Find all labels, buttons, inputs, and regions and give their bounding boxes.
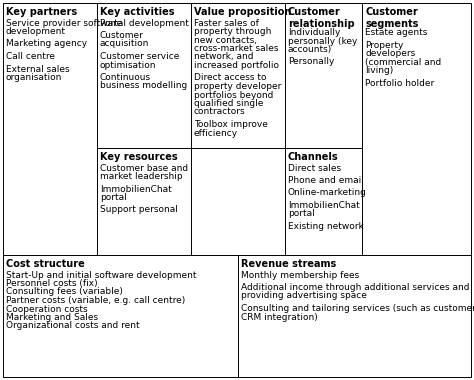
Text: Consulting and tailoring services (such as customer: Consulting and tailoring services (such … bbox=[241, 304, 474, 313]
Text: Consulting fees (variable): Consulting fees (variable) bbox=[6, 288, 123, 296]
Text: development: development bbox=[6, 27, 66, 36]
Text: Online-marketing: Online-marketing bbox=[288, 188, 367, 198]
Text: market leadership: market leadership bbox=[100, 172, 182, 181]
Text: Cost structure: Cost structure bbox=[6, 259, 85, 269]
Text: network, and: network, and bbox=[194, 52, 254, 62]
Text: Phone and email: Phone and email bbox=[288, 176, 364, 185]
Text: Key resources: Key resources bbox=[100, 152, 178, 162]
Text: (commercial and: (commercial and bbox=[365, 57, 441, 66]
Text: Customer service: Customer service bbox=[100, 52, 179, 61]
Text: cross-market sales: cross-market sales bbox=[194, 44, 279, 53]
Text: Cooperation costs: Cooperation costs bbox=[6, 304, 88, 313]
Text: organisation: organisation bbox=[6, 73, 63, 82]
Text: providing advertising space: providing advertising space bbox=[241, 291, 367, 301]
Text: Service provider software: Service provider software bbox=[6, 19, 122, 27]
Text: Direct sales: Direct sales bbox=[288, 163, 341, 173]
Text: new contacts,: new contacts, bbox=[194, 35, 257, 44]
Text: Marketing agency: Marketing agency bbox=[6, 40, 87, 49]
Text: personally (key: personally (key bbox=[288, 36, 357, 46]
Text: Existing network: Existing network bbox=[288, 222, 364, 231]
Text: Portal development: Portal development bbox=[100, 19, 189, 27]
Text: Faster sales of: Faster sales of bbox=[194, 19, 259, 27]
Text: business modelling: business modelling bbox=[100, 81, 187, 90]
Text: optimisation: optimisation bbox=[100, 60, 156, 70]
Text: Customer
segments: Customer segments bbox=[365, 7, 419, 28]
Text: accounts): accounts) bbox=[288, 45, 332, 54]
Text: property developer: property developer bbox=[194, 82, 282, 91]
Text: Portfolio holder: Portfolio holder bbox=[365, 79, 434, 87]
Text: Estate agents: Estate agents bbox=[365, 28, 428, 37]
Text: contractors: contractors bbox=[194, 108, 246, 117]
Text: Customer
relationship: Customer relationship bbox=[288, 7, 355, 28]
Text: Personally: Personally bbox=[288, 57, 334, 66]
Text: Individually: Individually bbox=[288, 28, 340, 37]
Text: ImmobilienChat: ImmobilienChat bbox=[288, 201, 360, 210]
Text: Support personal: Support personal bbox=[100, 206, 178, 214]
Text: property through: property through bbox=[194, 27, 272, 36]
Text: Value proposition: Value proposition bbox=[194, 7, 292, 17]
Text: Additional income through additional services and: Additional income through additional ser… bbox=[241, 283, 470, 292]
Text: Channels: Channels bbox=[288, 152, 338, 162]
Text: Customer: Customer bbox=[100, 31, 144, 40]
Text: efficiency: efficiency bbox=[194, 128, 238, 138]
Text: portal: portal bbox=[288, 209, 315, 218]
Text: Personnel costs (fix): Personnel costs (fix) bbox=[6, 279, 98, 288]
Text: portal: portal bbox=[100, 193, 127, 202]
Text: Marketing and Sales: Marketing and Sales bbox=[6, 313, 98, 322]
Text: Monthly membership fees: Monthly membership fees bbox=[241, 271, 359, 280]
Text: Key activities: Key activities bbox=[100, 7, 174, 17]
Text: Property: Property bbox=[365, 41, 403, 49]
Text: Customer base and: Customer base and bbox=[100, 163, 188, 173]
Text: Start-Up and initial software development: Start-Up and initial software developmen… bbox=[6, 271, 197, 280]
Text: developers: developers bbox=[365, 49, 415, 58]
Text: Call centre: Call centre bbox=[6, 52, 55, 61]
Text: qualified single: qualified single bbox=[194, 99, 264, 108]
Text: Direct access to: Direct access to bbox=[194, 73, 266, 82]
Text: Key partners: Key partners bbox=[6, 7, 77, 17]
Text: Toolbox improve: Toolbox improve bbox=[194, 120, 268, 129]
Text: Organizational costs and rent: Organizational costs and rent bbox=[6, 321, 140, 331]
Text: living): living) bbox=[365, 66, 393, 75]
Text: CRM integration): CRM integration) bbox=[241, 312, 318, 321]
Text: Revenue streams: Revenue streams bbox=[241, 259, 336, 269]
Text: acquisition: acquisition bbox=[100, 40, 149, 49]
Text: External sales: External sales bbox=[6, 65, 70, 73]
Text: ImmobilienChat: ImmobilienChat bbox=[100, 185, 172, 193]
Text: Partner costs (variable, e.g. call centre): Partner costs (variable, e.g. call centr… bbox=[6, 296, 185, 305]
Text: Continuous: Continuous bbox=[100, 73, 151, 82]
Text: increased portfolio: increased portfolio bbox=[194, 61, 279, 70]
Text: portfolios beyond: portfolios beyond bbox=[194, 90, 273, 100]
